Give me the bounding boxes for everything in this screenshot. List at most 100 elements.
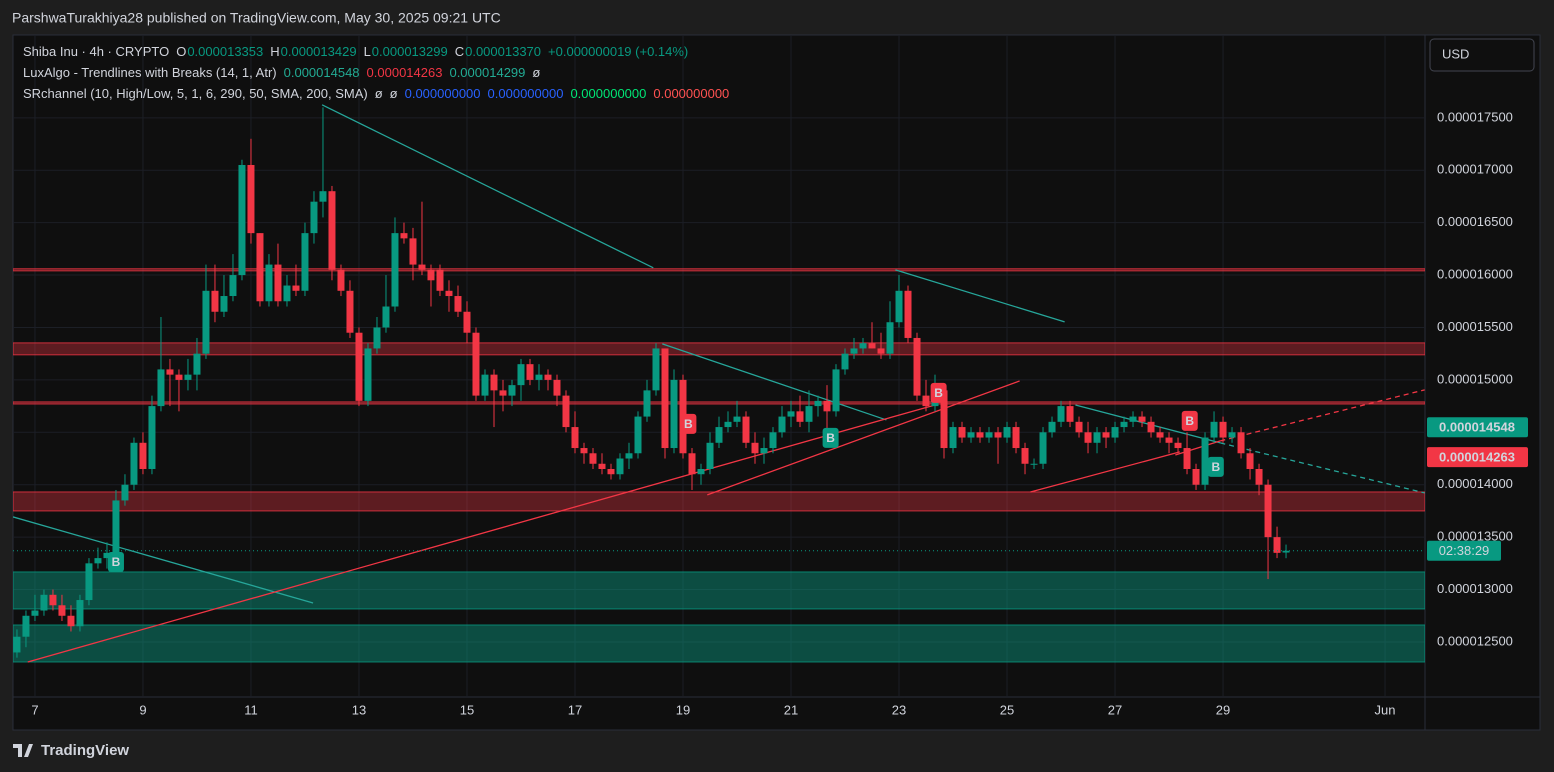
legend-item: H bbox=[270, 44, 279, 59]
currency-box[interactable]: USD bbox=[1429, 38, 1535, 72]
candle-body bbox=[580, 448, 588, 454]
candle-body bbox=[1129, 416, 1137, 422]
x-tick-label: 15 bbox=[460, 702, 474, 717]
trendline bbox=[13, 516, 314, 604]
candle-body bbox=[337, 269, 345, 291]
candle-body bbox=[373, 327, 381, 349]
candle-body bbox=[724, 421, 732, 428]
candle-body bbox=[553, 379, 561, 396]
candle-body bbox=[1102, 432, 1110, 438]
candle-body bbox=[418, 264, 426, 270]
candle-body bbox=[481, 374, 489, 396]
candle-body bbox=[562, 395, 570, 428]
candle-body bbox=[1003, 427, 1011, 438]
candle-body bbox=[166, 369, 174, 375]
candle-body bbox=[256, 233, 264, 302]
candle-body bbox=[589, 453, 597, 464]
price-label-box bbox=[1427, 447, 1528, 468]
candle-body bbox=[472, 332, 480, 396]
candle-body bbox=[382, 306, 390, 328]
candle-body bbox=[211, 290, 219, 312]
candle-body bbox=[814, 400, 822, 407]
brand-logo: TradingView bbox=[13, 742, 129, 759]
candle-body bbox=[805, 406, 813, 422]
candle-body bbox=[67, 615, 75, 627]
candle-body bbox=[274, 264, 282, 302]
x-tick-label: 21 bbox=[784, 702, 798, 717]
price-label: 0.000014548 bbox=[1439, 420, 1515, 435]
candle-body bbox=[769, 432, 777, 449]
candle-body bbox=[1075, 421, 1083, 433]
candle-body bbox=[886, 322, 894, 354]
legend-item: +0.000000019 (+0.14%) bbox=[548, 44, 688, 59]
candle-body bbox=[958, 427, 966, 438]
candle-body bbox=[49, 594, 57, 606]
candle-body bbox=[283, 285, 291, 302]
candle-body bbox=[1120, 421, 1128, 428]
candle-body bbox=[1066, 406, 1074, 422]
x-tick-label: 7 bbox=[31, 702, 38, 717]
signal-label: B bbox=[112, 555, 121, 569]
candle-body bbox=[1057, 406, 1065, 422]
axes: 0.000012500 0.000013000 0.000013500 0.00001… bbox=[31, 109, 1528, 717]
candle-body bbox=[517, 364, 525, 386]
sr-zone bbox=[13, 268, 1425, 272]
candle-body bbox=[193, 353, 201, 375]
candle-body bbox=[445, 290, 453, 297]
candle-body bbox=[1183, 448, 1191, 469]
candle-body bbox=[1201, 437, 1209, 485]
candle-body bbox=[994, 432, 1002, 438]
candle-body bbox=[400, 233, 408, 239]
trendline bbox=[662, 343, 887, 421]
signal-label: B bbox=[684, 417, 693, 431]
candle-body bbox=[625, 453, 633, 459]
candle-body bbox=[238, 164, 246, 276]
candle-body bbox=[940, 390, 948, 449]
candle-body bbox=[40, 594, 48, 611]
candle-body bbox=[454, 296, 462, 312]
legend-item: LuxAlgo - Trendlines with Breaks (14, 1,… bbox=[23, 65, 277, 80]
signal-label: B bbox=[934, 386, 943, 400]
currency[interactable]: USD bbox=[1442, 46, 1469, 61]
candle-body bbox=[832, 369, 840, 412]
y-tick-label: 0.000012500 bbox=[1437, 633, 1513, 648]
candle-body bbox=[31, 610, 39, 616]
y-tick-label: 0.000017500 bbox=[1437, 109, 1513, 124]
candle-body bbox=[1147, 421, 1155, 433]
candle-body bbox=[1012, 427, 1020, 449]
candle-body bbox=[715, 427, 723, 443]
candle-body bbox=[436, 269, 444, 291]
legend-item: 0.000000000 bbox=[405, 86, 481, 101]
legend-item: L bbox=[364, 44, 371, 59]
candle-body bbox=[85, 563, 93, 601]
candle-body bbox=[697, 468, 705, 475]
candle-body bbox=[247, 164, 255, 234]
signal-badge bbox=[1207, 456, 1224, 477]
y-tick-label: 0.000015500 bbox=[1437, 319, 1513, 334]
candle-body bbox=[1048, 421, 1056, 433]
currency-frame[interactable] bbox=[1429, 38, 1535, 72]
candle-body bbox=[760, 448, 768, 454]
legend-item: 0.000000000 bbox=[653, 86, 729, 101]
candle-body bbox=[733, 416, 741, 422]
candle-body bbox=[877, 348, 885, 354]
candle-body bbox=[1165, 437, 1173, 443]
sr-zone bbox=[13, 401, 1425, 405]
candle-body bbox=[391, 233, 399, 307]
header: ParshwaTurakhiya28 published on TradingV… bbox=[12, 10, 501, 26]
candle-body bbox=[184, 374, 192, 380]
candle-body bbox=[526, 364, 534, 380]
countdown-box bbox=[1427, 540, 1501, 561]
x-tick-label: 17 bbox=[568, 702, 582, 717]
candle-body bbox=[130, 442, 138, 485]
candle-body bbox=[490, 374, 498, 391]
legend: Shiba Inu · 4h · CRYPTO O0.000013353 H0.00… bbox=[23, 44, 729, 101]
x-tick-label: Jun bbox=[1375, 702, 1396, 717]
x-tick-label: 25 bbox=[1000, 702, 1014, 717]
candle-body bbox=[508, 385, 516, 396]
legend-item: C bbox=[455, 44, 464, 59]
legend-item: 0.000014299 bbox=[449, 65, 525, 80]
sr-zone bbox=[13, 624, 1425, 663]
legend-item: ø bbox=[375, 86, 383, 101]
